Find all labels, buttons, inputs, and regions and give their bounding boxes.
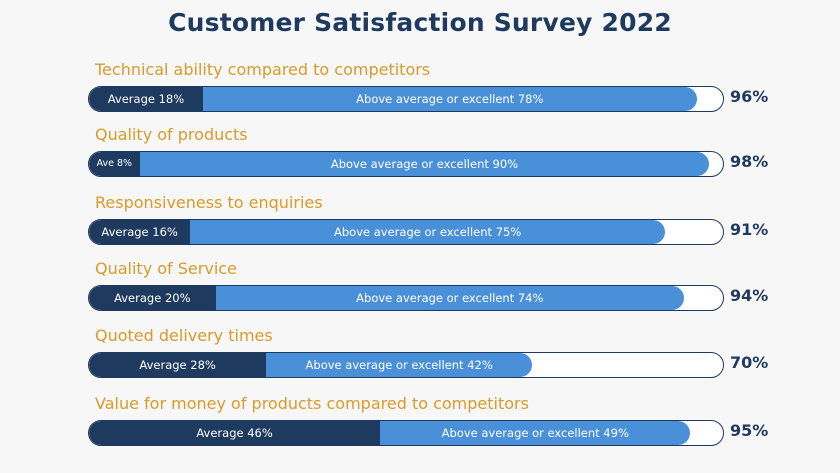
- bar-track: Average 28% Above average or excellent 42…: [88, 352, 724, 378]
- bar-row: Quality of Service Average 20% Above avera…: [0, 259, 840, 325]
- average-segment: Average 46%: [89, 421, 381, 445]
- bar-track: Average 16% Above average or excellent 75…: [88, 219, 724, 245]
- average-segment: Average 20%: [89, 286, 216, 310]
- category-label: Responsiveness to enquiries: [95, 193, 323, 212]
- bar-row: Technical ability compared to competitor…: [0, 60, 840, 126]
- excellent-segment: Above average or excellent 49%: [380, 421, 691, 445]
- excellent-segment: Above average or excellent 75%: [190, 220, 666, 244]
- excellent-segment: Above average or excellent 78%: [202, 87, 697, 111]
- bar-row: Responsiveness to enquiries Average 16% Ab…: [0, 193, 840, 259]
- bar-track: Average 20% Above average or excellent 74…: [88, 285, 724, 311]
- bar-track: Ave 8% Above average or excellent 90%: [88, 151, 724, 177]
- category-label: Value for money of products compared to …: [95, 394, 529, 413]
- category-label: Technical ability compared to competitor…: [95, 60, 431, 79]
- category-label: Quality of products: [95, 125, 248, 144]
- average-segment: Average 18%: [89, 87, 203, 111]
- total-label: 96%: [730, 87, 769, 106]
- average-segment: Ave 8%: [89, 152, 140, 176]
- excellent-segment: Above average or excellent 74%: [215, 286, 684, 310]
- category-label: Quoted delivery times: [95, 326, 273, 345]
- total-label: 94%: [730, 286, 769, 305]
- bar-row: Quality of products Ave 8% Above average o…: [0, 125, 840, 191]
- average-segment: Average 28%: [89, 353, 267, 377]
- bar-row: Value for money of products compared to …: [0, 394, 840, 460]
- excellent-segment: Above average or excellent 90%: [139, 152, 710, 176]
- bar-track: Average 46% Above average or excellent 49…: [88, 420, 724, 446]
- bar-row: Quoted delivery times Average 28% Above av…: [0, 326, 840, 392]
- category-label: Quality of Service: [95, 259, 237, 278]
- total-label: 91%: [730, 220, 769, 239]
- average-segment: Average 16%: [89, 220, 191, 244]
- total-label: 70%: [730, 353, 769, 372]
- total-label: 95%: [730, 421, 769, 440]
- total-label: 98%: [730, 152, 769, 171]
- excellent-segment: Above average or excellent 42%: [266, 353, 533, 377]
- bar-track: Average 18% Above average or excellent 78…: [88, 86, 724, 112]
- chart-title: Customer Satisfaction Survey 2022: [168, 8, 672, 37]
